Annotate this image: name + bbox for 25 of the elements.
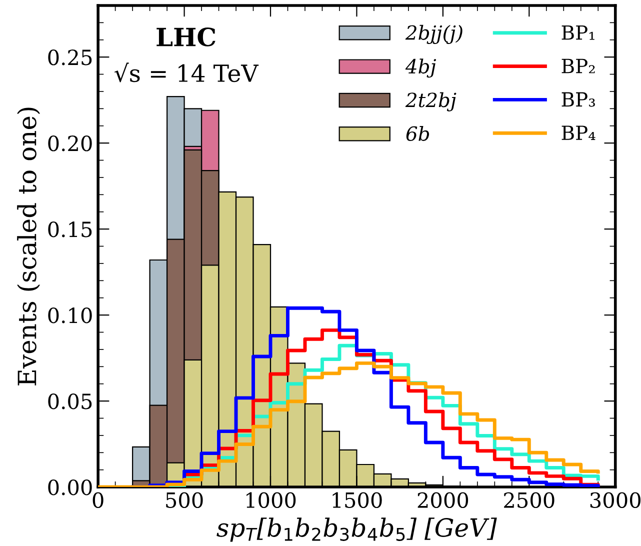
y-tick-label: 0.00: [48, 479, 92, 496]
annotation: √s = 14 TeV: [114, 62, 259, 82]
annotation: LHC: [156, 28, 216, 46]
legend-label: 6b: [406, 126, 430, 141]
y-tick-label: 0.25: [48, 50, 92, 66]
text: sp$_{T}$[b$_{1}$b$_{2}$b$_{3}$b$_{4}$b$_{5}$] [GeV]: [216, 518, 497, 542]
legend-label: 4bj: [405, 58, 436, 78]
y-axis-title: Events (scaled to one): [17, 108, 40, 386]
x-tick-label: 0: [92, 492, 104, 508]
x-tick-label: 1500: [332, 492, 382, 508]
legend-label: 2bjj(j): [405, 24, 462, 44]
legend-label: BP₁: [562, 26, 594, 40]
legend-label: BP₄: [562, 126, 596, 140]
y-tick-label: 0.05: [48, 393, 92, 410]
y-tick-label: 0.20: [48, 136, 92, 152]
x-tick-label: 500: [166, 492, 203, 508]
x-tick-label: 1000: [246, 492, 296, 508]
y-tick-label: 0.10: [48, 307, 92, 324]
x-tick-label: 3000: [590, 492, 640, 508]
y-tick-label: 0.15: [48, 222, 92, 238]
x-tick-label: 2500: [504, 492, 554, 508]
legend-label: BP₂: [562, 58, 595, 74]
x-tick-label: 2000: [418, 492, 468, 508]
legend-label: BP₃: [562, 92, 595, 107]
legend-label: 2t2bj: [405, 92, 456, 112]
